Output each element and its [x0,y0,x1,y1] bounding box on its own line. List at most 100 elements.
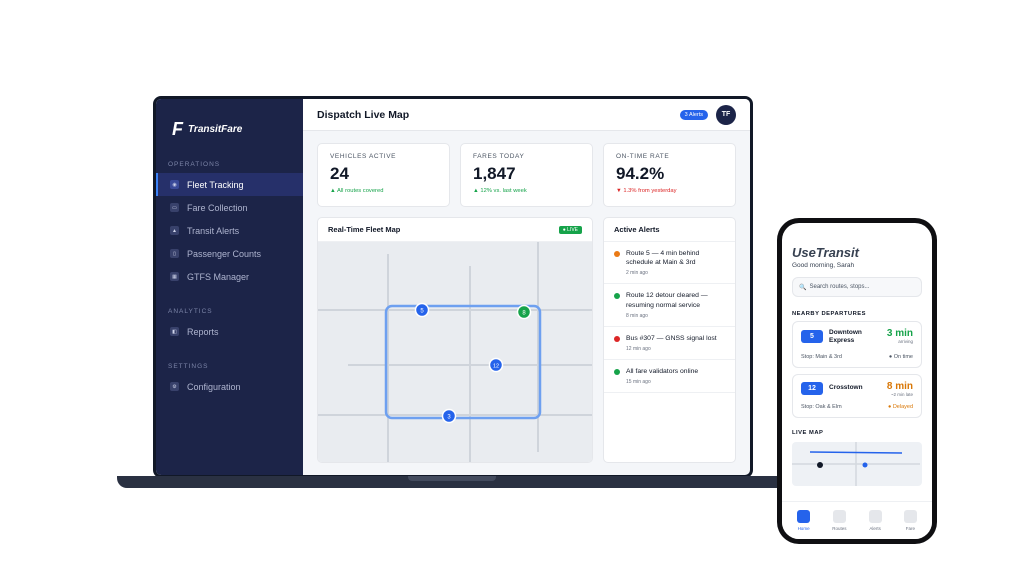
kpi-value: 94.2% [616,164,665,183]
tab-fare[interactable]: Fare [903,510,917,531]
vehicle-label: 12 [493,364,499,370]
routes-icon [832,510,846,523]
sidebar-item-label: GTFS Manager [187,271,250,282]
tab-label: Home [797,526,810,531]
alert-text: Route 12 detour cleared — resuming norma… [626,292,708,309]
sidebar-item-fare-collection[interactable]: ▭ Fare Collection [156,196,303,219]
status-dot-icon [614,251,620,257]
vehicle-marker[interactable]: 3 [441,408,457,424]
user-location-icon [817,461,823,468]
tab-label: Alerts [869,526,881,531]
vehicle-label: 5 [420,309,424,315]
fleet-map-card: Real-Time Fleet Map ● LIVE [317,217,593,463]
vehicle-label: 8 [522,311,526,317]
alert-time: 15 min ago [626,379,651,386]
eta-value: 3 min [886,328,913,339]
tab-routes[interactable]: Routes [832,510,847,531]
active-alerts-card: Active Alerts Route 5 — 4 min behind sch… [603,217,736,463]
stop-label: Stop: Oak & Elm [801,403,842,410]
sidebar-item-fleet-tracking[interactable]: ◉ Fleet Tracking [156,173,303,196]
fleet-map[interactable]: 5 8 12 [318,242,592,462]
mini-map[interactable] [792,441,922,486]
phone-device: UseTransit Good morning, Sarah 🔍 Search … [777,218,937,544]
status-dot-icon [614,293,620,300]
live-map-heading: LIVE MAP [792,429,824,436]
kpi-value: 1,847 [473,164,516,183]
kpi-label: VEHICLES ACTIVE [330,153,397,160]
card-title: Active Alerts [614,225,660,234]
gear-icon: ⚙ [170,382,179,391]
sidebar-item-configuration[interactable]: ⚙ Configuration [156,375,303,398]
vehicle-label: 3 [447,415,451,421]
sidebar-item-label: Configuration [187,381,241,392]
alert-item[interactable]: Route 12 detour cleared — resuming norma… [604,284,735,327]
route-badge: 5 [801,330,823,344]
kpi-card-fares-today: FARES TODAY 1,847 ▲ 12% vs. last week [460,143,593,207]
card-title: Real-Time Fleet Map [328,225,401,234]
eye-icon: ◉ [170,180,179,189]
grid-icon: ▦ [170,272,179,281]
alert-item[interactable]: Route 5 — 4 min behind schedule at Main … [604,242,735,285]
departure-card[interactable]: 5 Downtown Express 3 min arriving Stop: … [792,321,922,368]
alert-time: 12 min ago [626,345,651,352]
kpi-label: ON-TIME RATE [616,153,670,160]
alert-time: 2 min ago [626,270,648,277]
vehicle-marker[interactable]: 5 [414,302,430,318]
phone-tab-bar: Home Routes Alerts Fare [782,501,932,539]
nav-section-analytics: ANALYTICS [168,308,213,315]
stop-label: Stop: Main & 3rd [801,353,842,360]
status-text: ● Delayed [887,403,913,410]
alert-item[interactable]: All fare validators online 15 min ago [604,360,735,394]
avatar[interactable]: TF [716,104,736,125]
sidebar-item-label: Transit Alerts [187,225,240,236]
search-input[interactable]: 🔍 Search routes, stops... [792,277,922,297]
nav-section-operations: OPERATIONS [168,161,221,168]
alert-item[interactable]: Bus #307 — GNSS signal lost 12 min ago [604,327,735,360]
departures-heading: NEARBY DEPARTURES [792,311,866,317]
kpi-value: 24 [330,164,349,183]
tab-label: Fare [905,526,915,531]
laptop-screen: F TransitFare OPERATIONS ◉ Fleet Trackin… [153,96,753,478]
sidebar-item-label: Fleet Tracking [187,179,244,190]
live-badge: ● LIVE [558,225,582,234]
kpi-trend: ▲ 12% vs. last week [473,188,527,194]
search-icon: 🔍 [799,284,807,291]
vehicle-marker[interactable]: 8 [516,304,532,320]
brand-logo[interactable]: F TransitFare [156,117,303,141]
topbar: Dispatch Live Map 3 Alerts TF [303,99,750,131]
departure-card[interactable]: 12 Crosstown 8 min ~2 min late Stop: Oak… [792,373,922,418]
report-icon: ◧ [170,327,179,336]
nav-section-settings: SETTINGS [168,363,209,370]
alert-text: All fare validators online [626,367,699,375]
brand-name: TransitFare [188,123,243,135]
kpi-label: FARES TODAY [473,153,525,160]
tab-home[interactable]: Home [797,510,811,531]
eta-value: 8 min [886,380,913,392]
sidebar-item-label: Fare Collection [187,202,248,213]
home-icon [797,510,811,523]
laptop-base [117,476,789,488]
card-icon: ▭ [170,203,179,212]
kpi-row: VEHICLES ACTIVE 24 ▲ All routes covered … [317,143,736,207]
route-loop [384,304,542,420]
sidebar: F TransitFare OPERATIONS ◉ Fleet Trackin… [156,99,303,475]
alerts-count-badge[interactable]: 3 Alerts [679,109,708,120]
eta-subtext: ~2 min late [890,391,913,397]
greeting-text: Good morning, Sarah [792,262,855,269]
sidebar-item-reports[interactable]: ◧ Reports [156,320,303,343]
route-name: Crosstown [829,384,863,392]
sidebar-item-transit-alerts[interactable]: ▲ Transit Alerts [156,219,303,242]
sidebar-item-gtfs-manager[interactable]: ▦ GTFS Manager [156,265,303,288]
sidebar-item-passenger-counts[interactable]: ▯ Passenger Counts [156,242,303,265]
tab-label: Routes [832,526,847,531]
tab-alerts[interactable]: Alerts [868,510,882,531]
vehicle-marker[interactable]: 12 [488,357,504,373]
brand-mark-icon: F [172,118,183,139]
people-icon: ▯ [170,249,179,258]
warning-icon: ▲ [170,226,179,235]
ticket-icon [903,510,917,523]
page-title: Dispatch Live Map [317,108,410,121]
status-dot-icon [614,335,620,342]
route-badge: 12 [801,381,823,395]
